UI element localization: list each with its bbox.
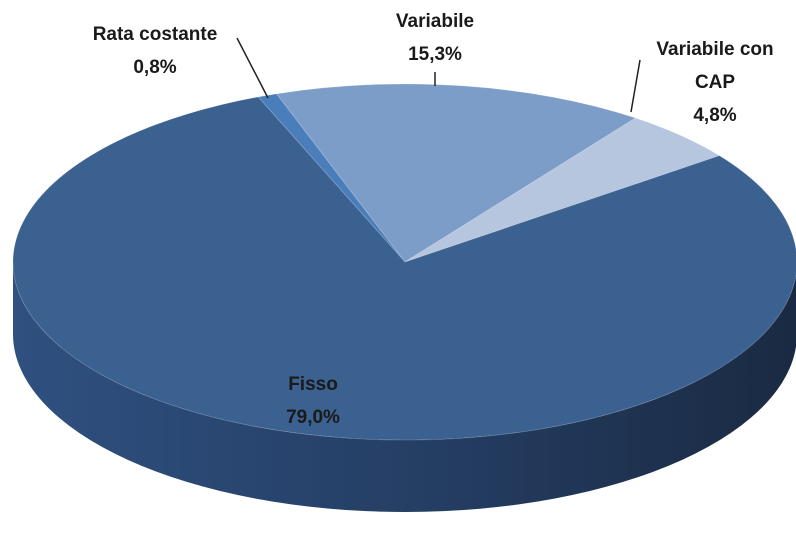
data-label: Variabile 15,3% <box>335 5 535 71</box>
category-label: Fisso <box>288 374 338 395</box>
leader-line <box>236 37 269 99</box>
value-label: 4,8% <box>693 105 737 126</box>
pie-slice <box>275 83 637 263</box>
value-label: 0,8% <box>133 57 177 78</box>
pie-slice <box>404 117 721 263</box>
category-label: Variabile con CAP <box>656 39 774 93</box>
data-label: Variabile con CAP 4,8% <box>640 33 790 132</box>
pie-slice <box>12 96 796 441</box>
value-label: 15,3% <box>408 44 462 65</box>
leader-line <box>630 59 641 113</box>
data-label: Rata costante 0,8% <box>55 18 255 84</box>
category-label: Variabile <box>395 11 475 32</box>
pie-side <box>13 262 796 512</box>
data-label: Fisso 79,0% <box>213 368 413 434</box>
category-label: Rata costante <box>92 24 218 45</box>
value-label: 79,0% <box>286 407 340 428</box>
